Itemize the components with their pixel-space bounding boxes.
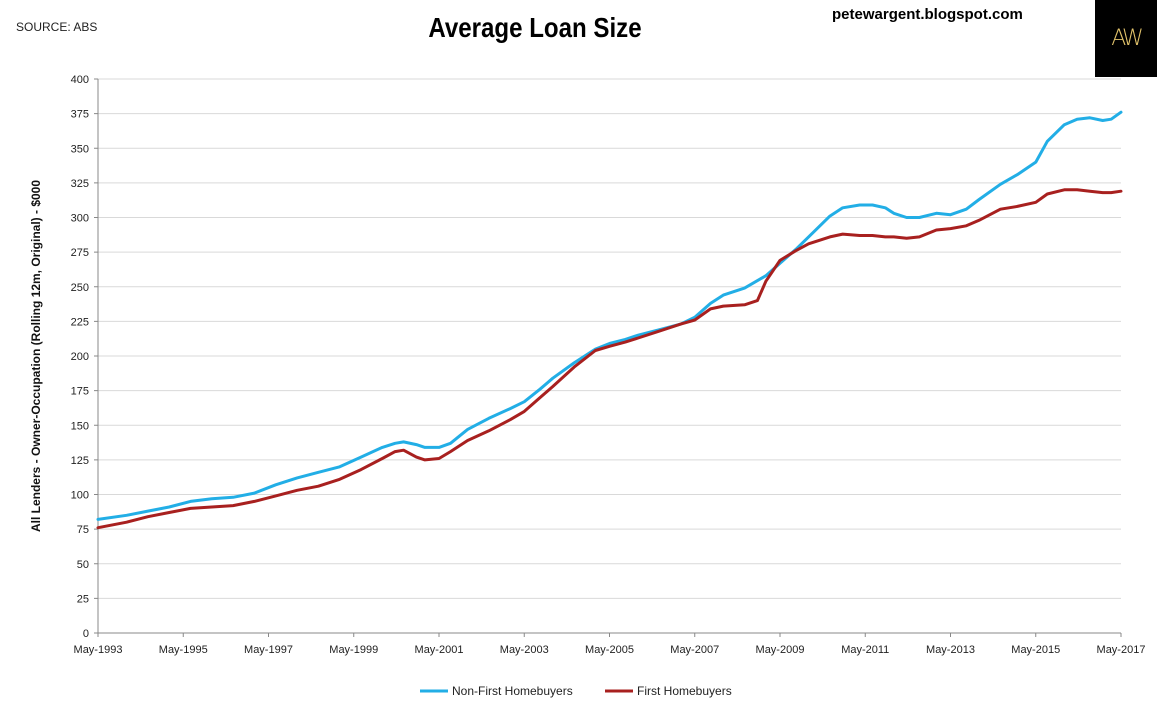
- y-tick-label: 100: [71, 490, 89, 502]
- series-line-non-first-homebuyers: [96, 110, 1123, 521]
- y-tick-label: 350: [71, 143, 89, 155]
- y-tick-label: 275: [71, 247, 89, 259]
- y-tick-label: 300: [71, 213, 89, 225]
- x-tick-label: May-1993: [74, 644, 123, 656]
- x-tick-label: May-1995: [159, 644, 208, 656]
- legend: Non-First Homebuyers First Homebuyers: [420, 684, 732, 698]
- logo-text: AW: [1111, 26, 1144, 51]
- series-line-first-homebuyers: [96, 188, 1123, 530]
- y-tick-label: 375: [71, 109, 89, 121]
- y-tick-label: 225: [71, 316, 89, 328]
- y-tick-label: 250: [71, 282, 89, 294]
- x-tick-label: May-2013: [926, 644, 975, 656]
- y-tick-label: 25: [77, 593, 89, 605]
- x-tick-label: May-2009: [756, 644, 805, 656]
- y-tick-label: 400: [71, 74, 89, 86]
- x-tick-label: May-2017: [1097, 644, 1146, 656]
- y-tick-label: 0: [83, 628, 89, 640]
- source-label: SOURCE: ABS: [16, 20, 98, 34]
- x-tick-label: May-2015: [1011, 644, 1060, 656]
- x-tick-label: May-2003: [500, 644, 549, 656]
- y-tick-labels: 0 25 50 75 100 125 150 175 200 225 250 275 300 325 350…: [71, 74, 89, 640]
- x-tick-label: May-1997: [244, 644, 293, 656]
- series-lines: [96, 110, 1123, 530]
- x-tick-label: May-2011: [841, 644, 889, 656]
- y-tick-label: 125: [71, 455, 89, 467]
- grid-lines: [98, 78, 1121, 599]
- x-tick-label: May-2007: [670, 644, 719, 656]
- y-tick-label: 325: [71, 178, 89, 190]
- y-tick-label: 150: [71, 420, 89, 432]
- legend-label: Non-First Homebuyers: [452, 684, 573, 698]
- x-tick-labels: May-1993 May-1995 May-1997 May-1999 May-2001…: [74, 644, 1146, 656]
- legend-label: First Homebuyers: [637, 684, 732, 698]
- brand-logo: AW: [1095, 0, 1157, 77]
- y-tick-label: 200: [71, 351, 89, 363]
- x-tick-label: May-2005: [585, 644, 634, 656]
- axes: [94, 78, 1122, 637]
- chart-title: Average Loan Size: [428, 12, 642, 43]
- y-tick-label: 50: [77, 559, 89, 571]
- y-tick-label: 175: [71, 386, 89, 398]
- x-tick-label: May-1999: [329, 644, 378, 656]
- site-url: petewargent.blogspot.com: [832, 6, 1023, 23]
- y-axis-label: All Lenders - Owner-Occupation (Rolling …: [29, 180, 43, 532]
- x-tick-label: May-2001: [415, 644, 464, 656]
- y-tick-label: 75: [77, 524, 89, 536]
